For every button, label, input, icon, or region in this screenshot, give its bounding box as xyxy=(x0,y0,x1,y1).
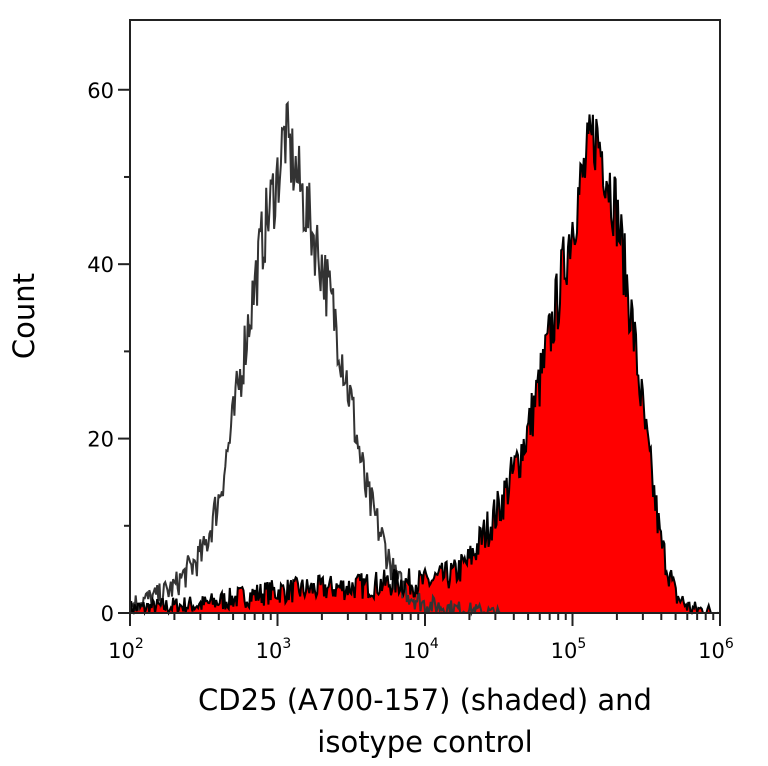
y-axis: 0 20 40 60 xyxy=(87,79,130,626)
cd25-shaded-area xyxy=(130,114,720,614)
x-tick-exponent: 3 xyxy=(282,636,291,652)
x-axis: 102 103 104 105 106 xyxy=(108,613,734,663)
x-tick-label: 106 xyxy=(698,636,734,663)
x-tick-exponent: 4 xyxy=(430,636,439,652)
plot-area xyxy=(129,100,720,617)
x-tick-exponent: 2 xyxy=(135,636,144,652)
y-tick-label: 0 xyxy=(101,602,114,626)
y-tick-label: 60 xyxy=(87,79,114,103)
x-tick-exponent: 5 xyxy=(577,636,586,652)
x-tick-base: 10 xyxy=(403,639,430,663)
x-tick-label: 104 xyxy=(403,636,439,663)
x-tick-base: 10 xyxy=(551,639,578,663)
y-tick-label: 20 xyxy=(87,428,114,452)
y-tick-label: 40 xyxy=(87,253,114,277)
x-axis-title-line-1: CD25 (A700-157) (shaded) and xyxy=(198,683,652,717)
x-tick-label: 105 xyxy=(551,636,587,663)
cd25-outline xyxy=(129,114,720,617)
x-tick-label: 102 xyxy=(108,636,144,663)
x-axis-title-line-2: isotype control xyxy=(317,725,532,759)
y-axis-title: Count xyxy=(7,273,41,359)
x-tick-base: 10 xyxy=(108,639,135,663)
x-tick-exponent: 6 xyxy=(725,636,734,652)
x-tick-base: 10 xyxy=(698,639,725,663)
x-tick-base: 10 xyxy=(256,639,283,663)
x-tick-label: 103 xyxy=(256,636,292,663)
